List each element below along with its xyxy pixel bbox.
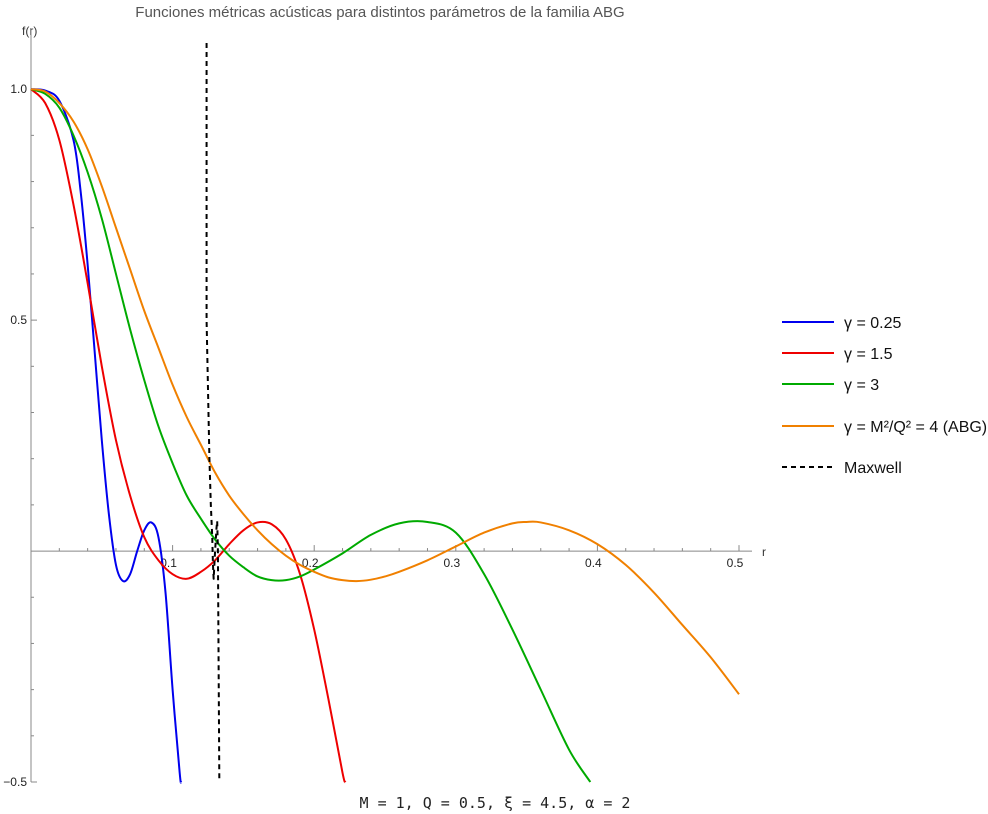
x-tick-label: 0.5 <box>727 556 744 570</box>
series-line-3 <box>30 88 740 695</box>
x-tick-label: 0.2 <box>302 556 319 570</box>
series-layer <box>30 43 740 784</box>
y-tick-label: 1.0 <box>10 82 27 96</box>
y-tick-label: 0.5 <box>10 313 27 327</box>
y-tick-label: −0.5 <box>3 775 27 789</box>
legend-item-gamma-1.5: γ = 1.5 <box>782 346 893 363</box>
legend-label: γ = 3 <box>844 377 879 394</box>
series-line-1 <box>30 88 347 784</box>
series-line-4 <box>205 43 221 783</box>
legend-item-gamma-3: γ = 3 <box>782 377 879 394</box>
legend-label: Maxwell <box>844 460 902 477</box>
parameters-annotation: M = 1, Q = 0.5, ξ = 4.5, α = 2 <box>360 794 631 812</box>
axes <box>30 28 752 782</box>
legend-label: γ = 1.5 <box>844 346 893 363</box>
chart-title: Funciones métricas acústicas para distin… <box>135 4 624 21</box>
legend-item-gamma-0.25: γ = 0.25 <box>782 315 901 332</box>
series-line-2 <box>30 88 592 783</box>
x-tick-label: 0.4 <box>585 556 602 570</box>
ticks: 0.1 0.2 0.3 0.4 0.51.00.5−0.5 <box>3 82 743 789</box>
legend: γ = 0.25 γ = 1.5 γ = 3 γ = M²/Q² = 4 (AB… <box>782 315 987 477</box>
legend-label: γ = M²/Q² = 4 (ABG) <box>844 419 987 436</box>
x-axis-label: r <box>762 545 766 559</box>
legend-label: γ = 0.25 <box>844 315 901 332</box>
y-axis-label: f(r) <box>22 24 37 38</box>
legend-item-maxwell: Maxwell <box>782 460 902 477</box>
x-tick-label: 0.3 <box>443 556 460 570</box>
legend-item-gamma-abg: γ = M²/Q² = 4 (ABG) <box>782 419 987 436</box>
series-line-0 <box>30 88 183 784</box>
